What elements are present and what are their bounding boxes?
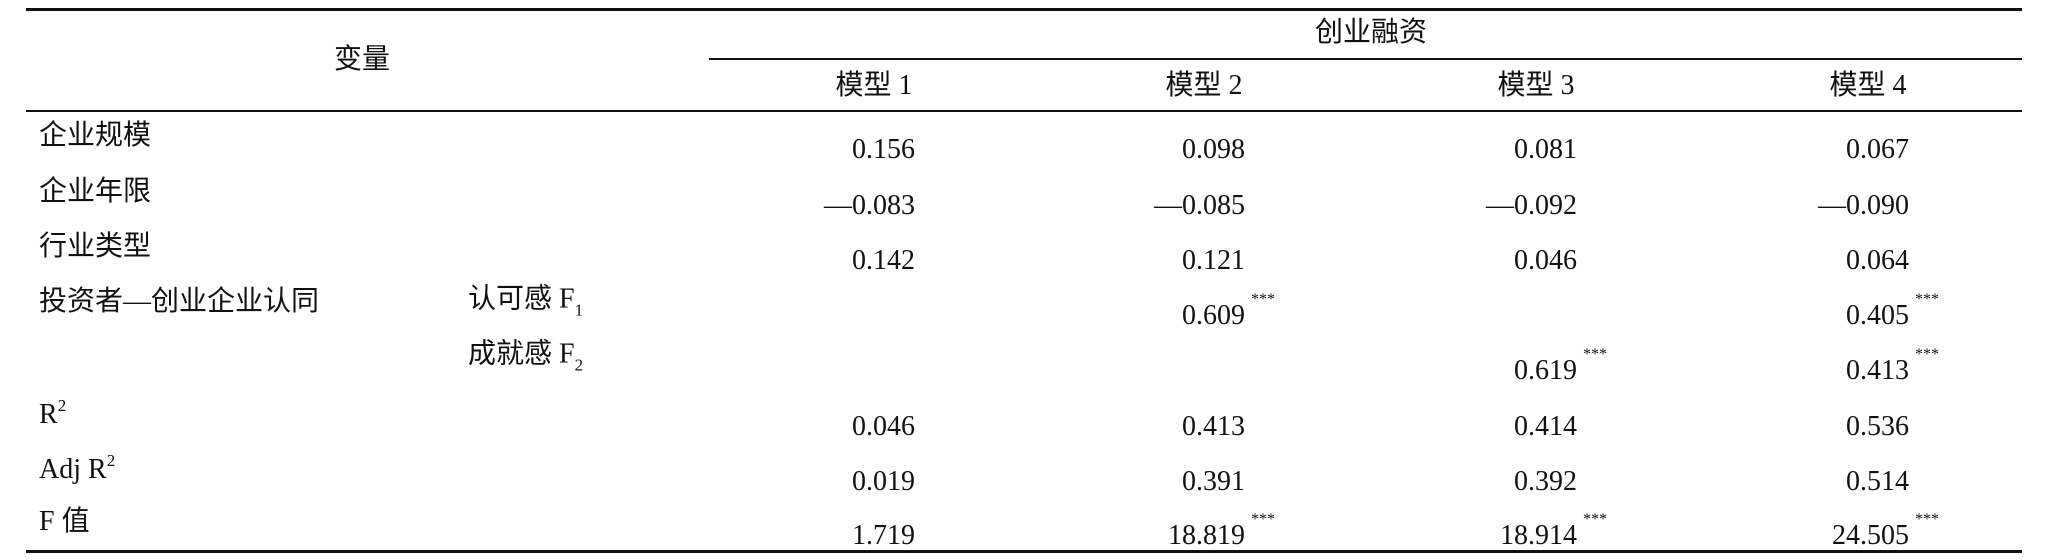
model-header: 模型 2 — [1165, 70, 1243, 101]
cell-value: 0.413 — [1182, 411, 1245, 442]
cell-value: 0.142 — [852, 245, 915, 276]
cell-value: —0.090 — [1818, 190, 1909, 221]
group-rule — [709, 58, 2022, 60]
cell-value: 0.156 — [852, 134, 915, 165]
superscript: 2 — [57, 396, 67, 415]
sub-label: 认可感 F — [468, 283, 575, 315]
row-label: 企业年限 — [39, 176, 152, 207]
bottom-rule — [26, 550, 2022, 553]
subscript: 2 — [574, 355, 584, 375]
model-header: 模型 3 — [1497, 70, 1575, 101]
cell-value: —0.085 — [1154, 190, 1245, 221]
sub-label-cell: 认可感 F1 — [468, 283, 584, 320]
cell-value: 18.914 — [1500, 520, 1577, 551]
cell-value: 0.046 — [852, 411, 915, 442]
cell-value: 0.609 — [1182, 300, 1245, 331]
row-label: Adj R — [39, 454, 107, 485]
cell-value: 0.391 — [1182, 466, 1245, 497]
row-label-cell: 企业规模 — [39, 122, 151, 150]
cell-value: 0.619 — [1514, 355, 1577, 386]
row-label: 投资者—创业企业认同 — [39, 286, 320, 317]
sub-label: 成就感 F — [468, 338, 575, 370]
cell-value: 0.046 — [1514, 245, 1577, 276]
row-label-cell: F 值 — [39, 508, 90, 536]
cell-value: —0.092 — [1486, 190, 1577, 221]
row-label-cell: 行业类型 — [39, 233, 151, 261]
cell-value: 0.536 — [1846, 411, 1909, 442]
subscript: 1 — [574, 300, 584, 320]
cell-value: 0.392 — [1514, 466, 1577, 497]
cell-value: 24.505 — [1832, 520, 1909, 551]
row-label-cell: Adj R2 — [39, 452, 115, 484]
superscript: 2 — [106, 451, 116, 470]
sub-label-cell: 成就感 F2 — [468, 338, 584, 375]
cell-value: 0.064 — [1846, 245, 1909, 276]
cell-value: 0.098 — [1182, 134, 1245, 165]
cell-value: 0.414 — [1514, 411, 1577, 442]
group-header: 创业融资 — [1314, 17, 1428, 48]
variable-header: 变量 — [333, 44, 391, 75]
cell-value: 0.514 — [1846, 466, 1909, 497]
cell-value: 0.067 — [1846, 134, 1909, 165]
significance: *** — [1583, 346, 1607, 363]
row-label-cell: 投资者—创业企业认同 — [39, 288, 319, 316]
header-rule — [26, 110, 2022, 112]
model-header: 模型 4 — [1829, 70, 1907, 101]
row-label: R — [39, 399, 58, 430]
significance: *** — [1915, 346, 1939, 363]
row-label-cell: R2 — [39, 397, 66, 429]
cell-value: 1.719 — [852, 520, 915, 551]
row-label: 企业规模 — [39, 120, 152, 151]
top-rule — [26, 8, 2022, 11]
cell-value: 0.081 — [1514, 134, 1577, 165]
cell-value: 0.413 — [1846, 355, 1909, 386]
significance: *** — [1251, 291, 1275, 308]
cell-value: 0.019 — [852, 466, 915, 497]
cell-value: —0.083 — [824, 190, 915, 221]
significance: *** — [1915, 291, 1939, 308]
cell-value: 0.405 — [1846, 300, 1909, 331]
row-label: F 值 — [39, 506, 90, 537]
row-label: 行业类型 — [39, 231, 152, 262]
row-label-cell: 企业年限 — [39, 178, 151, 206]
model-header: 模型 1 — [835, 70, 913, 101]
significance: *** — [1251, 511, 1275, 528]
cell-value: 0.121 — [1182, 245, 1245, 276]
significance: *** — [1583, 511, 1607, 528]
cell-value: 18.819 — [1168, 520, 1245, 551]
significance: *** — [1915, 511, 1939, 528]
